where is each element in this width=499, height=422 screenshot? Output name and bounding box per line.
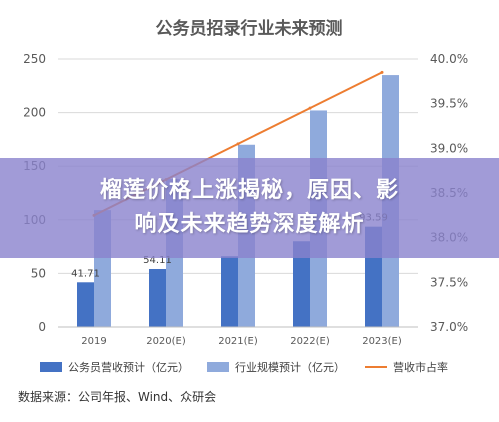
- bar-data-label: 41.71: [71, 268, 100, 279]
- legend-label: 营收市占率: [393, 360, 448, 374]
- bar-revenue: [77, 282, 94, 327]
- legend: 公务员营收预计（亿元） 行业规模预计（亿元） 营收市占率: [40, 360, 448, 374]
- chart-title: 公务员招录行业未来预测: [156, 18, 343, 39]
- x-tick-label: 2019: [81, 336, 106, 347]
- share-line-point: [380, 70, 384, 74]
- x-tick-label: 2020(E): [146, 336, 186, 347]
- source-note: 数据来源：公司年报、Wind、众研会: [18, 390, 217, 404]
- y-right-tick-label: 37.0%: [430, 320, 468, 334]
- share-line-point: [308, 106, 312, 110]
- title-overlay-banner: 榴莲价格上涨揭秘，原因、影 响及未来趋势深度解析: [0, 158, 499, 258]
- share-line-point: [236, 142, 240, 146]
- bar-revenue: [293, 241, 310, 327]
- x-tick-label: 2021(E): [218, 336, 258, 347]
- legend-label: 行业规模预计（亿元）: [235, 360, 345, 374]
- y-left-tick-label: 50: [31, 266, 46, 280]
- y-left-tick-label: 250: [23, 52, 46, 66]
- y-left-tick-label: 200: [23, 106, 46, 120]
- y-right-tick-label: 39.0%: [430, 141, 468, 155]
- legend-swatch: [207, 362, 229, 372]
- y-right-tick-label: 40.0%: [430, 52, 468, 66]
- x-tick-label: 2023(E): [362, 336, 402, 347]
- bar-revenue: [149, 268, 166, 327]
- y-left-tick-label: 0: [38, 320, 46, 334]
- bar-revenue: [221, 256, 238, 327]
- overlay-title-line-1: 榴莲价格上涨揭秘，原因、影: [99, 178, 399, 203]
- overlay-title-line-2: 响及未来趋势深度解析: [134, 212, 365, 237]
- bar-data-label: 54.11: [143, 255, 172, 266]
- legend-label: 公务员营收预计（亿元）: [68, 360, 189, 374]
- x-tick-label: 2022(E): [290, 336, 330, 347]
- y-right-tick-label: 39.5%: [430, 97, 468, 111]
- y-right-tick-label: 37.5%: [430, 275, 468, 289]
- legend-swatch: [40, 362, 62, 372]
